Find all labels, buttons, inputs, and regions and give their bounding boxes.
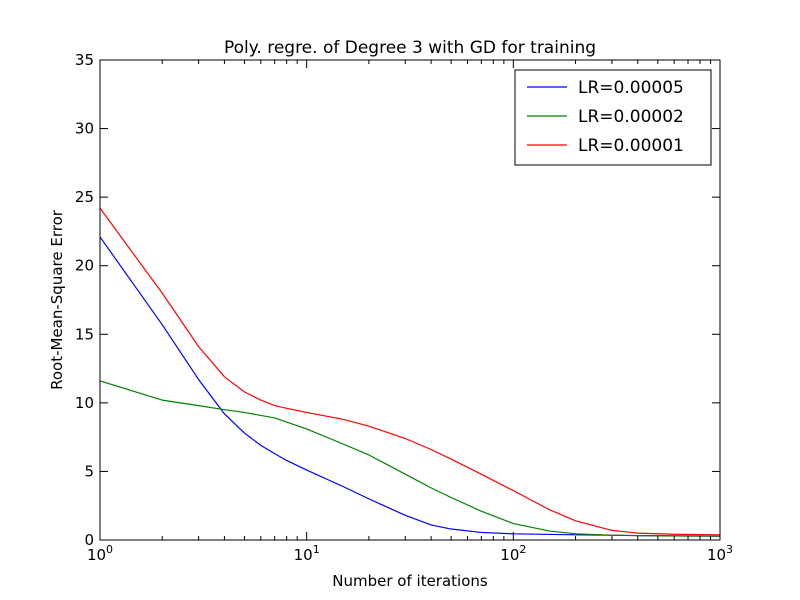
y-tick-label: 30 <box>75 120 94 138</box>
chart-title: Poly. regre. of Degree 3 with GD for tra… <box>224 38 596 58</box>
series-line-1 <box>99 236 721 537</box>
legend-label: LR=0.00005 <box>578 78 684 98</box>
series-line-2 <box>99 380 721 537</box>
x-tick-label: 103 <box>707 543 733 564</box>
x-axis-label: Number of iterations <box>332 572 488 590</box>
y-tick-label: 10 <box>75 394 94 412</box>
y-tick-label: 35 <box>75 51 94 69</box>
y-tick-label: 15 <box>75 325 94 343</box>
x-tick-label: 102 <box>500 543 526 564</box>
y-tick-label: 25 <box>75 188 94 206</box>
legend: LR=0.00005 LR=0.00002 LR=0.00001 <box>514 69 712 166</box>
legend-box <box>514 69 712 166</box>
series-line-3 <box>99 207 721 536</box>
y-axis-label: Root-Mean-Square Error <box>48 209 66 390</box>
x-tick-label: 100 <box>87 543 113 564</box>
series-layer <box>99 207 721 537</box>
y-tick-label: 0 <box>84 531 94 549</box>
y-tick-label: 5 <box>84 462 94 480</box>
plot-frame <box>99 59 721 541</box>
x-tick-label: 101 <box>294 543 320 564</box>
legend-label: LR=0.00002 <box>578 107 684 127</box>
legend-label: LR=0.00001 <box>578 136 684 156</box>
ticks-layer: 0 5 10 15 20 25 30 35 100 101 102 103 <box>75 51 733 564</box>
y-tick-label: 20 <box>75 257 94 275</box>
